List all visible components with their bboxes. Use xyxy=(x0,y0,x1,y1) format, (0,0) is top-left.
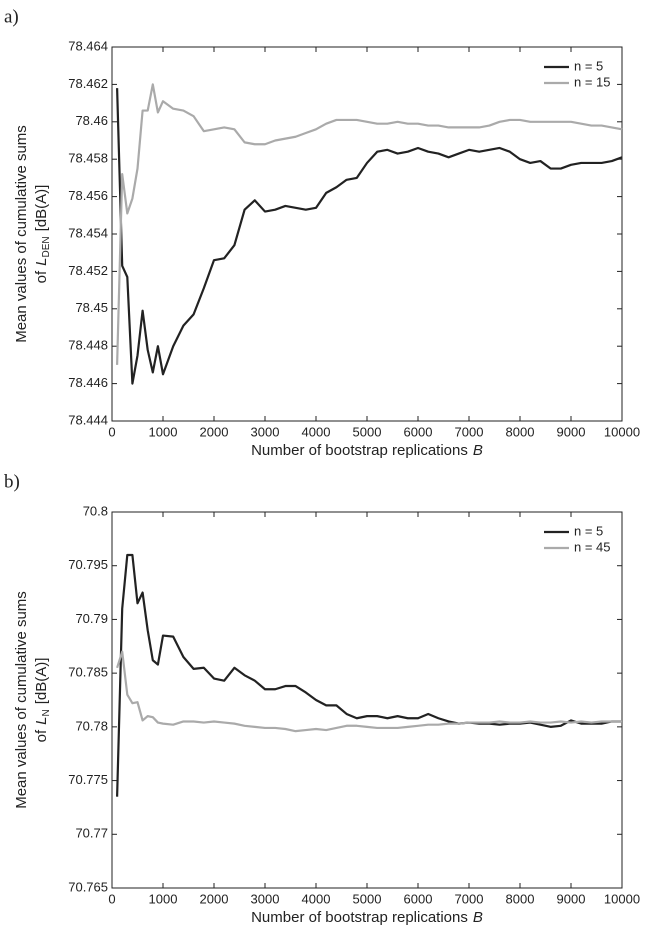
x-tick-label: 4000 xyxy=(302,891,331,906)
x-tick-label: 8000 xyxy=(506,424,535,439)
y-tick-label: 78.464 xyxy=(68,38,108,53)
x-tick-label: 9000 xyxy=(557,424,586,439)
panel-label: a) xyxy=(4,6,19,27)
x-tick-label: 4000 xyxy=(302,424,331,439)
x-tick-label: 9000 xyxy=(557,891,586,906)
legend-label: n = 5 xyxy=(574,523,603,538)
legend-label: n = 15 xyxy=(574,74,611,89)
y-tick-label: 70.79 xyxy=(75,611,108,626)
y-axis-label-text: of xyxy=(33,270,50,283)
x-tick-label: 6000 xyxy=(404,891,433,906)
x-tick-label: 2000 xyxy=(200,891,229,906)
y-axis-label-symbol: L xyxy=(33,257,50,265)
series-line xyxy=(116,650,622,733)
x-axis-label-symbol: B xyxy=(473,442,483,459)
y-tick-label: 78.45 xyxy=(75,300,108,315)
x-tick-label: 1000 xyxy=(149,891,178,906)
x-tick-label: 0 xyxy=(108,891,115,906)
y-tick-label: 78.456 xyxy=(68,188,108,203)
legend-label: n = 5 xyxy=(574,58,603,73)
y-axis-label: Mean values of cumulative sums xyxy=(13,591,30,809)
y-tick-label: 70.78 xyxy=(75,718,108,733)
x-tick-label: 7000 xyxy=(455,424,484,439)
series-line xyxy=(116,83,623,365)
series-line xyxy=(116,553,622,797)
x-tick-label: 10000 xyxy=(604,424,640,439)
y-tick-label: 78.46 xyxy=(75,113,108,128)
y-tick-label: 70.795 xyxy=(68,557,108,572)
y-tick-label: 70.785 xyxy=(68,665,108,680)
series-line xyxy=(116,88,623,385)
y-tick-label: 70.8 xyxy=(83,503,108,518)
x-tick-label: 2000 xyxy=(200,424,229,439)
y-tick-label: 78.452 xyxy=(68,263,108,278)
y-tick-label: 78.458 xyxy=(68,151,108,166)
plot-frame xyxy=(111,46,623,422)
y-tick-label: 78.444 xyxy=(68,412,108,427)
y-tick-label: 78.448 xyxy=(68,338,108,353)
x-axis-label-symbol: B xyxy=(473,909,483,926)
x-tick-label: 3000 xyxy=(251,891,280,906)
y-tick-label: 70.77 xyxy=(75,826,108,841)
x-tick-label: 5000 xyxy=(353,891,382,906)
x-axis-label: Number of bootstrap replications B xyxy=(251,442,483,459)
y-axis-label-text: of xyxy=(33,729,50,742)
y-axis-label: Mean values of cumulative sums xyxy=(13,125,30,343)
plot-frame xyxy=(111,511,623,889)
y-axis-label-subscript: N xyxy=(41,709,52,716)
y-tick-label: 78.454 xyxy=(68,225,108,240)
x-axis-label: Number of bootstrap replications B xyxy=(251,909,483,926)
y-axis-label: of LN [dB(A)] xyxy=(33,658,52,743)
x-tick-label: 1000 xyxy=(149,424,178,439)
y-axis-label-symbol: L xyxy=(33,717,50,725)
x-tick-label: 7000 xyxy=(455,891,484,906)
x-tick-label: 6000 xyxy=(404,424,433,439)
y-axis-label-unit: [dB(A)] xyxy=(33,185,50,232)
y-tick-label: 70.765 xyxy=(68,879,108,894)
x-tick-label: 0 xyxy=(108,424,115,439)
x-tick-label: 5000 xyxy=(353,424,382,439)
y-axis-label-unit: [dB(A)] xyxy=(33,658,50,705)
legend-label: n = 45 xyxy=(574,539,611,554)
x-tick-label: 8000 xyxy=(506,891,535,906)
x-tick-label: 10000 xyxy=(604,891,640,906)
x-tick-label: 3000 xyxy=(251,424,280,439)
x-axis-label-text: Number of bootstrap replications xyxy=(251,909,468,926)
y-tick-label: 70.775 xyxy=(68,772,108,787)
y-axis-label-subscript: DEN xyxy=(41,236,52,257)
y-tick-label: 78.446 xyxy=(68,375,108,390)
y-tick-label: 78.462 xyxy=(68,76,108,91)
x-axis-label-text: Number of bootstrap replications xyxy=(251,442,468,459)
panel-label: b) xyxy=(4,471,20,492)
y-axis-label: of LDEN [dB(A)] xyxy=(33,185,52,284)
